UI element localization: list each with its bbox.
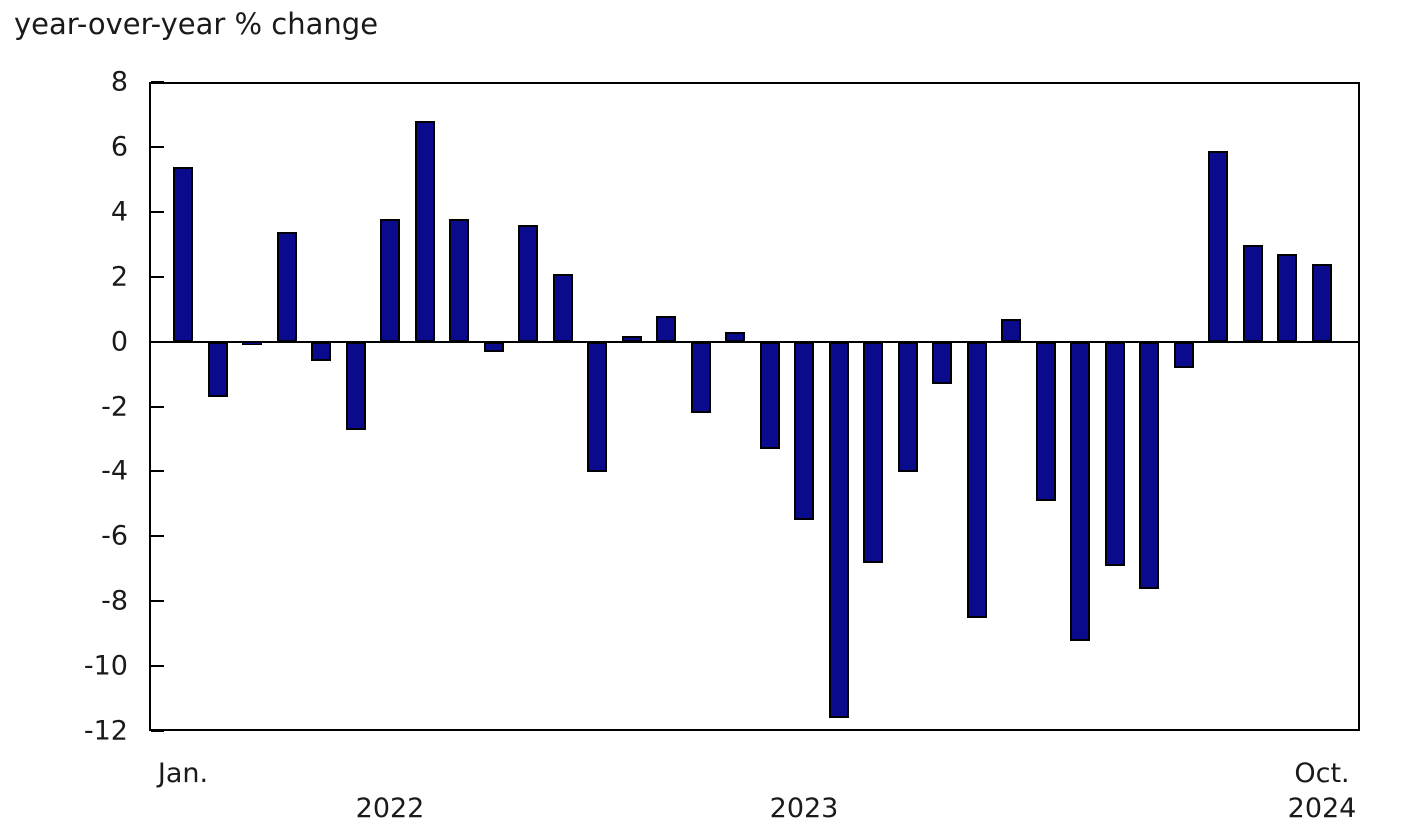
y-axis-tick-label: -2 xyxy=(101,391,128,423)
y-axis-tick-label: 0 xyxy=(110,326,128,358)
bar-feb-2024 xyxy=(1036,342,1056,501)
x-axis-year-label-2023: 2023 xyxy=(769,793,839,823)
bar-feb-2022 xyxy=(208,342,228,397)
y-axis-tick xyxy=(151,211,164,213)
bar-may-2022 xyxy=(311,342,331,361)
bar-nov-2022 xyxy=(518,225,538,342)
y-axis-tick-label: -4 xyxy=(101,455,128,487)
bar-jun-2023 xyxy=(760,342,780,449)
bar-aug-2024 xyxy=(1243,245,1263,342)
y-axis-tick xyxy=(151,730,164,732)
zero-axis-line xyxy=(151,341,1358,343)
bar-mar-2023 xyxy=(656,316,676,342)
y-axis-tick xyxy=(151,341,164,343)
bar-sep-2023 xyxy=(863,342,883,563)
y-axis-tick xyxy=(151,146,164,148)
bar-nov-2023 xyxy=(932,342,952,384)
y-axis-tick-label: -12 xyxy=(83,715,128,747)
y-axis-tick-label: -8 xyxy=(101,585,128,617)
bar-oct-2024 xyxy=(1312,264,1332,342)
bar-jun-2022 xyxy=(346,342,366,430)
bar-apr-2024 xyxy=(1105,342,1125,566)
bar-oct-2022 xyxy=(484,342,504,352)
y-axis-tick-label: -6 xyxy=(101,520,128,552)
bar-may-2024 xyxy=(1139,342,1159,589)
y-axis-tick xyxy=(151,665,164,667)
y-axis-tick-label: 8 xyxy=(110,66,128,98)
bar-jul-2022 xyxy=(380,219,400,342)
x-axis-end-month-label: Oct. xyxy=(1294,758,1350,789)
bar-aug-2023 xyxy=(829,342,849,718)
bar-oct-2023 xyxy=(898,342,918,472)
y-axis-tick xyxy=(151,276,164,278)
bar-sep-2022 xyxy=(449,219,469,342)
chart-title: year-over-year % change xyxy=(14,7,379,41)
x-axis-start-month-label: Jan. xyxy=(157,758,209,789)
bar-jul-2023 xyxy=(794,342,814,520)
y-axis-tick xyxy=(151,406,164,408)
bar-jul-2024 xyxy=(1208,151,1228,342)
bar-mar-2024 xyxy=(1070,342,1090,641)
y-axis-tick-label: -10 xyxy=(83,650,128,682)
bar-apr-2022 xyxy=(277,232,297,342)
x-axis-year-label-2024: 2024 xyxy=(1287,793,1357,823)
bar-jan-2022 xyxy=(173,167,193,342)
bar-jun-2024 xyxy=(1174,342,1194,368)
y-axis-tick-label: 2 xyxy=(110,261,128,293)
bar-dec-2023 xyxy=(967,342,987,618)
plot-area xyxy=(149,82,1360,731)
x-axis-year-label-2022: 2022 xyxy=(355,793,425,823)
bar-sep-2024 xyxy=(1277,254,1297,342)
bar-apr-2023 xyxy=(691,342,711,413)
y-axis-tick xyxy=(151,535,164,537)
bar-aug-2022 xyxy=(415,121,435,342)
y-axis-tick xyxy=(151,600,164,602)
y-axis-tick xyxy=(151,470,164,472)
bar-jan-2023 xyxy=(587,342,607,472)
bar-jan-2024 xyxy=(1001,319,1021,342)
y-axis-tick-label: 6 xyxy=(110,131,128,163)
bar-dec-2022 xyxy=(553,274,573,342)
y-axis-tick xyxy=(151,81,164,83)
y-axis-tick-label: 4 xyxy=(110,196,128,228)
